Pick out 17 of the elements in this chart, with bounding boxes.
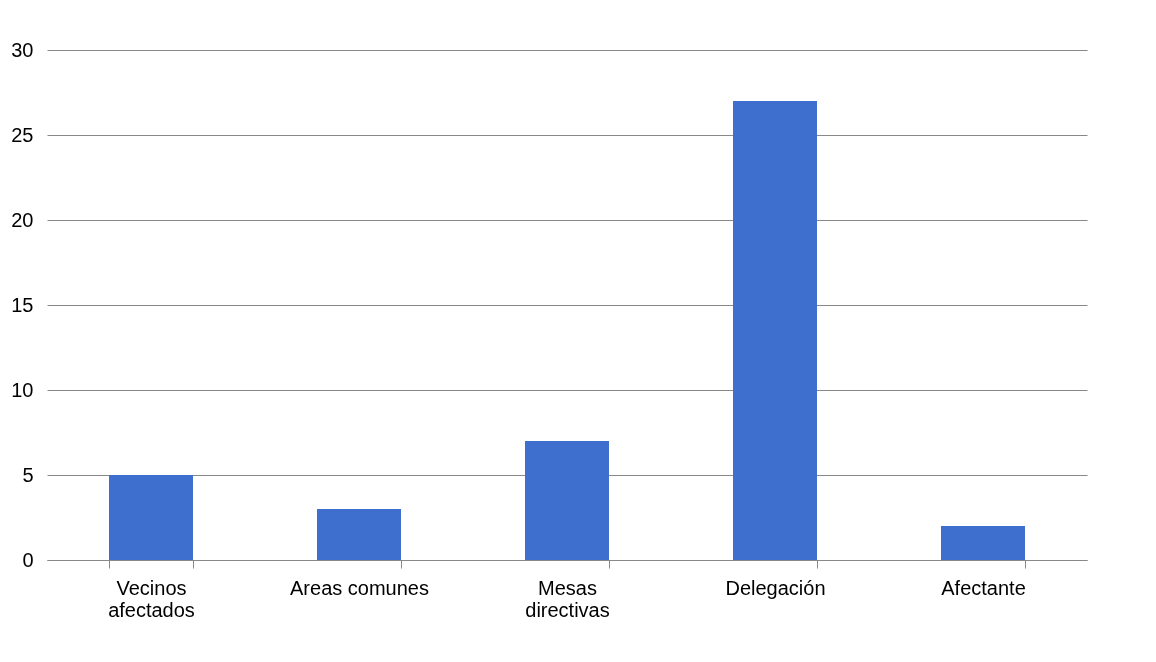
bar [733,101,817,560]
x-tick-label: Afectante [941,576,1026,599]
x-tick-label: Areas comunes [290,576,429,599]
x-tick-label: Mesas directivas [525,576,610,621]
x-tick-label: Delegación [725,576,826,599]
x-tick-label: Vecinos afectados [108,576,195,621]
bar [525,441,609,560]
bar [109,475,193,560]
y-tick-label: 10 [11,378,34,401]
y-tick-label: 15 [11,293,34,316]
y-tick-label: 0 [22,548,34,571]
bar [941,526,1025,560]
y-tick-label: 20 [11,208,34,231]
y-tick-label: 30 [11,38,34,61]
y-tick-label: 5 [22,463,34,486]
bar [317,509,401,560]
y-tick-label: 25 [11,123,34,146]
